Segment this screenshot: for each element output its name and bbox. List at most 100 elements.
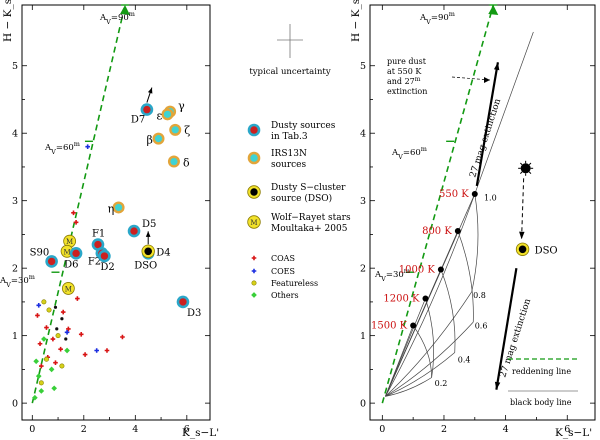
legend-reddening-label: reddening line	[512, 367, 571, 376]
black-body-grid	[385, 31, 534, 397]
dso-dashed-arrow-head	[519, 231, 525, 240]
left-ytick-label: 5	[12, 61, 18, 72]
coas-marker	[60, 309, 66, 315]
bb-mix-curve	[440, 269, 456, 353]
left-y-axis-label: H − K_s	[2, 0, 14, 42]
fraction-label: 1.0	[484, 193, 497, 202]
bb-temp-line	[385, 269, 442, 397]
dusty-marker	[179, 298, 187, 306]
pure-dust-pointer-head	[484, 77, 490, 83]
right-dso-marker	[518, 245, 527, 254]
temperature-points: 550 K 800 K 1000 K 1200 K 1500 K	[371, 189, 478, 332]
legend-wr-marker	[247, 215, 261, 229]
left-axis-ticks: 0 2 4 6 0 1 2 3 4 5	[12, 5, 210, 435]
typical-uncertainty-cross	[277, 24, 303, 58]
others-marker	[64, 347, 70, 354]
right-y-axis-label: H − K_s	[350, 0, 362, 42]
fraction-label: 0.6	[475, 322, 488, 331]
coas-marker	[78, 332, 84, 337]
right-xtick-label: 4	[503, 424, 509, 435]
wolf-rayet-glyph: M	[65, 285, 72, 293]
coas-marker	[58, 346, 63, 352]
dust-fraction-labels: 1.0 0.8 0.6 0.4 0.2	[435, 193, 497, 388]
dso-start-ray	[519, 171, 523, 174]
left-arrows	[145, 87, 153, 245]
legend-dusty-marker	[250, 126, 258, 134]
featureless-marker	[41, 299, 47, 305]
temperature-label: 1500 K	[371, 321, 408, 332]
coas-marker	[71, 210, 76, 216]
irs13n-label: η	[108, 202, 115, 215]
left-x-axis-label: K_s−L'	[182, 427, 219, 439]
featureless-marker	[46, 307, 52, 313]
others-marker	[48, 366, 55, 373]
dusty-marker	[100, 252, 109, 260]
legend-coas-marker	[251, 255, 257, 261]
temperature-point	[422, 295, 429, 302]
wolf-rayet-glyph: M	[66, 238, 73, 246]
coas-marker	[73, 219, 79, 225]
dusty-label: D4	[156, 247, 170, 258]
av-label: AV=30m	[0, 273, 35, 289]
wolf-rayet-marker	[61, 282, 75, 295]
left-ytick-label: 4	[12, 129, 18, 140]
right-xtick-label: 6	[564, 424, 570, 435]
right-av-label: AV=30m	[374, 267, 410, 283]
right-ytick-label: 3	[360, 196, 366, 207]
coes-marker	[94, 348, 99, 353]
dusty-label: F1	[92, 229, 105, 240]
bb-fan-line	[385, 321, 474, 397]
right-ytick-label: 4	[360, 129, 366, 140]
legend-bb-label: black body line	[510, 398, 572, 407]
fraction-label: 0.2	[435, 379, 448, 388]
right-dso-label: DSO	[535, 245, 558, 256]
dso-label: DSO	[134, 260, 157, 271]
unclassified-marker	[64, 337, 68, 341]
left-irs13n-markers: γ ε ζ β δ η	[108, 100, 191, 216]
coas-marker	[120, 334, 125, 340]
coas-marker	[39, 363, 44, 369]
pure-dust-line	[474, 31, 534, 195]
left-av-marks: AV=90m AV=60m AV=30m	[0, 4, 135, 289]
temperature-point	[454, 228, 461, 235]
av-label: AV=90m	[99, 10, 135, 26]
coas-marker	[37, 341, 43, 347]
dusty-marker	[72, 249, 80, 258]
others-marker	[38, 388, 45, 394]
fraction-label: 0.4	[458, 355, 471, 364]
legend-label-irs13n: IRS13N sources	[271, 149, 307, 170]
others-marker	[33, 358, 39, 365]
legend-label-dso: Dusty S−cluster source (DSO)	[271, 183, 346, 204]
legend-featureless-marker	[251, 280, 257, 286]
coas-marker	[50, 336, 56, 342]
legend-label-dusty: Dusty sources in Tab.3	[271, 121, 336, 142]
bb-fan-line	[385, 193, 476, 397]
temperature-label: 1200 K	[383, 294, 420, 305]
dusty-marker	[130, 227, 138, 235]
left-dso-marker: DSO	[134, 244, 157, 271]
irs13n-marker	[163, 110, 172, 118]
extinction-arrow-up-head	[493, 62, 500, 71]
legend-label-featureless: Featureless	[271, 279, 318, 288]
unclassified-marker	[55, 327, 59, 331]
temperature-label: 550 K	[439, 189, 469, 200]
temperature-point	[410, 322, 417, 329]
irs13n-marker	[171, 126, 179, 134]
featureless-marker	[43, 356, 49, 362]
dusty-label: D3	[187, 308, 201, 319]
coas-marker	[53, 360, 58, 365]
right-ytick-label: 1	[360, 331, 366, 342]
bb-mix-curve	[412, 325, 432, 378]
dusty-label: F2	[88, 256, 101, 267]
right-axis-ticks: 0 2 4 6 0 1 2 3 4 5	[360, 5, 595, 435]
dso-arrow-head	[145, 231, 151, 237]
dusty-label: D6	[64, 259, 78, 270]
dso-start-ray	[528, 171, 532, 174]
legend-wr-glyph: M	[250, 219, 257, 227]
right-ytick-label: 5	[360, 61, 366, 72]
irs13n-label: β	[146, 134, 152, 147]
extinction-arrow-down-head	[494, 381, 501, 390]
dusty-marker	[94, 240, 102, 249]
